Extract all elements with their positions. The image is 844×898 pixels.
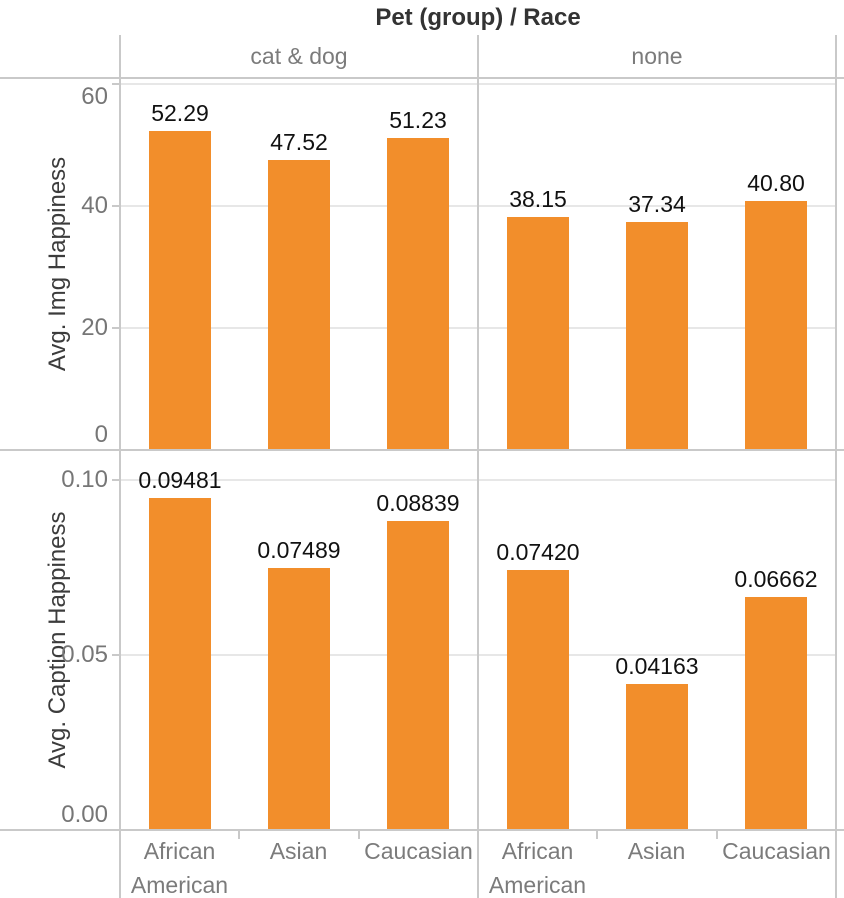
bar-value-label: 0.07420 [496,539,580,565]
bar-mark[interactable] [507,217,569,450]
x-axis-tick [238,830,240,839]
x-category-label[interactable]: Caucasian [722,838,831,864]
y-axis-tick [112,654,120,656]
y-axis-tick-label: 0.00 [61,801,108,828]
bar-value-label: 0.09481 [138,467,222,493]
panel-divider-vertical [477,35,479,898]
x-category-label[interactable]: African [143,838,216,864]
panel-divider-horizontal [0,449,844,451]
panel-divider-horizontal [0,829,844,831]
bar-value-label: 37.34 [628,191,686,217]
y-axis-tick [112,327,120,329]
y-axis-tick-label: 0.05 [61,641,108,668]
bar-mark[interactable] [387,521,449,830]
x-axis-tick [358,830,360,839]
bar-value-label: 0.04163 [615,653,699,679]
column-header-none[interactable]: none [631,43,683,69]
bar-mark[interactable] [626,684,688,830]
y-axis-tick-label: 0 [94,421,108,448]
bar-mark[interactable] [268,160,330,450]
y-axis-title-caption-happiness: Avg. Caption Happiness [44,511,71,769]
y-axis-title-img-happiness: Avg. Img Happiness [44,156,71,372]
panel-divider-vertical [835,35,837,898]
x-category-label[interactable]: American [130,872,229,898]
bar-value-label: 0.07489 [257,537,341,563]
y-axis-tick [112,205,120,207]
bar-value-label: 0.06662 [734,566,818,592]
bar-mark[interactable] [745,201,807,450]
bar-mark[interactable] [268,568,330,830]
bar-value-label: 0.08839 [376,490,460,516]
bar-value-label: 51.23 [389,107,447,133]
bar-mark[interactable] [745,597,807,830]
bar-mark[interactable] [626,222,688,450]
x-category-label[interactable]: Caucasian [364,838,473,864]
bar-mark[interactable] [507,570,569,830]
x-category-label[interactable]: Asian [627,838,686,864]
bar-mark[interactable] [149,498,211,830]
y-axis-tick-label: 20 [81,314,108,341]
panel-divider-horizontal [0,77,844,79]
x-axis-tick [596,830,598,839]
y-axis-tick-label: 40 [81,192,108,219]
chart-title: Pet (group) / Race [375,4,581,31]
bar-value-label: 38.15 [509,186,567,212]
bar-value-label: 47.52 [270,129,328,155]
column-header-cat-dog[interactable]: cat & dog [250,43,348,69]
x-category-label[interactable]: American [488,872,587,898]
panel-divider-vertical [119,35,121,898]
y-axis-tick-label: 60 [81,83,108,110]
y-axis-tick [112,83,120,85]
bar-mark[interactable] [149,131,211,450]
y-axis-tick-label: 0.10 [61,466,108,493]
bar-value-label: 52.29 [151,100,209,126]
x-category-label[interactable]: Asian [269,838,328,864]
bar-mark[interactable] [387,138,449,450]
y-axis-tick [112,479,120,481]
x-category-label[interactable]: African [501,838,574,864]
bar-value-label: 40.80 [747,170,805,196]
x-axis-tick [716,830,718,839]
